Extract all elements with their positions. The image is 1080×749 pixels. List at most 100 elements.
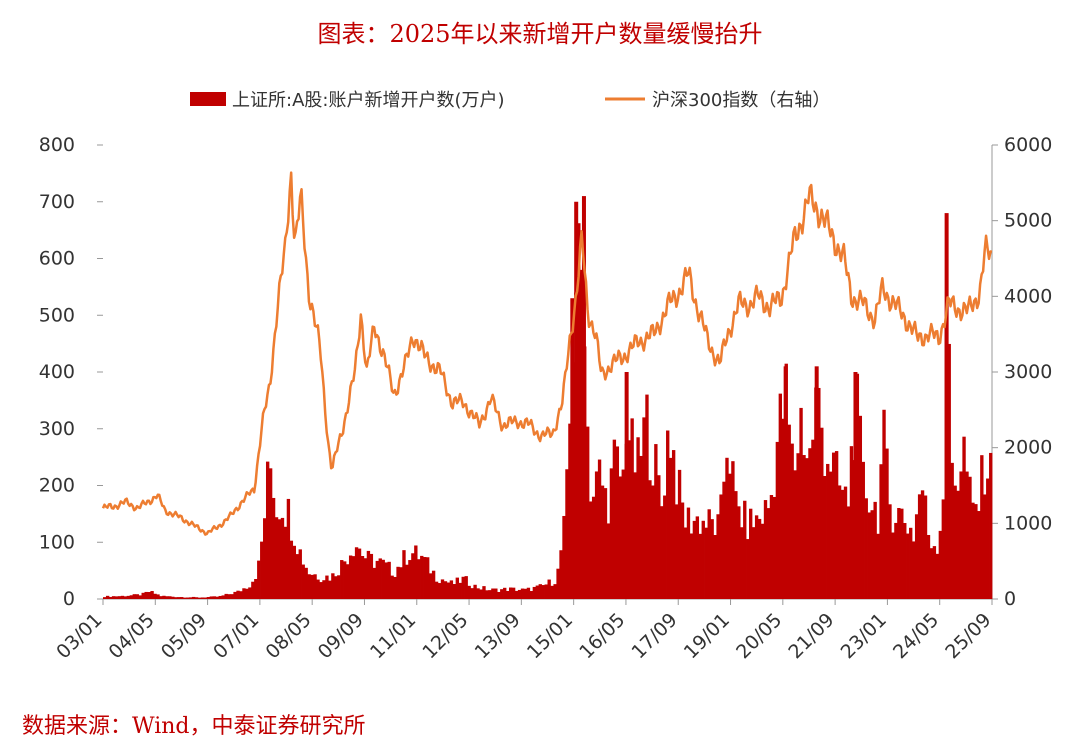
x-tick-label: 21/09 xyxy=(784,609,838,663)
bar-spike xyxy=(814,366,819,599)
bar xyxy=(455,577,459,599)
bar xyxy=(497,591,501,599)
bar xyxy=(420,555,424,599)
bar xyxy=(274,517,279,599)
bar xyxy=(372,567,377,599)
bar xyxy=(517,589,522,599)
bar xyxy=(965,471,969,599)
bar xyxy=(980,455,984,599)
bar xyxy=(511,587,516,599)
bar xyxy=(663,495,667,599)
left-tick-label: 800 xyxy=(39,134,75,156)
bar xyxy=(188,597,193,599)
bar xyxy=(245,588,249,599)
x-tick-label: 20/05 xyxy=(732,609,786,663)
bar-spike xyxy=(624,372,629,599)
bar xyxy=(710,519,714,599)
bar xyxy=(586,426,590,599)
bar xyxy=(283,526,288,599)
bar xyxy=(645,394,649,599)
bar xyxy=(929,548,934,599)
bar xyxy=(334,576,338,599)
bar xyxy=(766,508,771,599)
bar xyxy=(799,407,803,599)
bar xyxy=(295,554,299,599)
bar xyxy=(734,491,738,599)
bar xyxy=(731,461,735,599)
bar xyxy=(808,448,812,599)
right-tick-label: 0 xyxy=(1004,588,1016,610)
bar xyxy=(882,409,886,599)
bar xyxy=(956,490,960,599)
bar xyxy=(402,550,406,599)
x-tick-label: 19/01 xyxy=(680,609,734,663)
bar xyxy=(704,527,708,599)
bar xyxy=(437,583,442,599)
bar xyxy=(870,510,874,599)
legend-label-line: 沪深300指数（右轴） xyxy=(652,90,830,111)
bar xyxy=(277,519,282,599)
bar xyxy=(251,581,255,599)
bar xyxy=(529,591,534,599)
bar xyxy=(820,427,824,599)
bar xyxy=(920,490,925,599)
bar xyxy=(129,595,134,599)
bar xyxy=(932,546,937,599)
left-tick-label: 0 xyxy=(63,588,75,610)
bar xyxy=(648,480,652,599)
left-tick-label: 300 xyxy=(39,418,75,440)
bar xyxy=(485,590,489,599)
bar xyxy=(757,518,762,599)
bar xyxy=(846,506,851,599)
bar xyxy=(713,535,717,599)
bar xyxy=(105,595,110,599)
bar xyxy=(378,558,382,599)
bar xyxy=(185,597,190,599)
bar xyxy=(826,463,830,599)
bar xyxy=(840,489,845,599)
x-tick-label: 24/05 xyxy=(889,609,943,663)
x-tick-label: 23/01 xyxy=(837,609,891,663)
right-tick-label: 6000 xyxy=(1004,134,1052,156)
bar xyxy=(428,573,433,599)
bar xyxy=(669,457,673,599)
bar xyxy=(470,588,474,599)
bar xyxy=(707,509,711,599)
bar xyxy=(117,596,122,599)
bar xyxy=(423,557,427,599)
bar xyxy=(550,585,554,599)
bar xyxy=(535,585,540,599)
bar-spike xyxy=(783,366,788,599)
x-tick-label: 16/05 xyxy=(575,609,629,663)
bar xyxy=(212,596,216,599)
bar xyxy=(177,597,181,599)
bar xyxy=(603,488,608,599)
bar xyxy=(719,494,723,599)
bar xyxy=(126,595,131,599)
bar-spike xyxy=(853,372,858,599)
bar xyxy=(926,534,931,599)
bar xyxy=(885,448,889,599)
bar xyxy=(227,594,231,599)
bar xyxy=(790,443,794,599)
bar xyxy=(307,574,311,599)
bar xyxy=(553,584,557,599)
bar xyxy=(345,564,350,599)
bar xyxy=(588,501,593,599)
bar xyxy=(520,588,525,599)
bar xyxy=(698,533,702,599)
bar xyxy=(923,495,928,599)
bar xyxy=(147,592,151,599)
bar xyxy=(914,514,919,599)
bar xyxy=(911,541,916,599)
bar xyxy=(775,441,780,599)
bar xyxy=(751,527,756,599)
right-tick-label: 4000 xyxy=(1004,285,1052,307)
bar xyxy=(894,522,898,599)
bar xyxy=(488,590,492,599)
line-series xyxy=(101,171,993,536)
bar xyxy=(594,471,599,599)
bar xyxy=(796,453,800,599)
bar xyxy=(941,499,945,599)
bar xyxy=(633,472,637,599)
